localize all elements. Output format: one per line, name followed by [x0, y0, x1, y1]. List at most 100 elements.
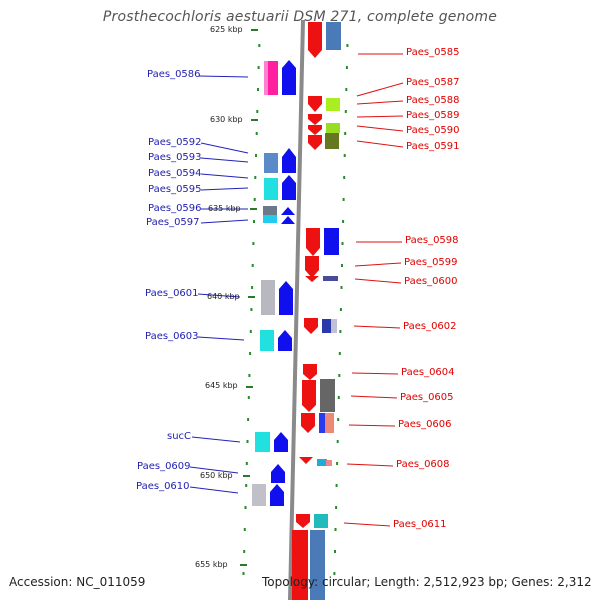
gene-paes-0604-arrow[interactable]	[303, 364, 317, 380]
gene-label-paes-0591[interactable]: Paes_0591	[406, 141, 460, 152]
gene-paes-0598-domain[interactable]	[324, 228, 339, 255]
gene-paes-0594-arrow[interactable]	[282, 175, 296, 200]
gene-paes-0598-arrow[interactable]	[306, 228, 320, 256]
gene-paes-0611-domain[interactable]	[314, 514, 328, 528]
guide-dot	[339, 330, 342, 333]
gene-paes-0592-arrow[interactable]	[282, 148, 296, 173]
gene-paes-0585-arrow[interactable]	[308, 22, 322, 58]
gene-paes-0600-arrow[interactable]	[305, 276, 319, 282]
gene-label-paes-0597[interactable]: Paes_0597	[146, 217, 200, 228]
gene-label-paes-0599[interactable]: Paes_0599	[404, 257, 458, 268]
guide-dot	[255, 132, 258, 135]
gene-label-paes-0588[interactable]: Paes_0588	[406, 95, 460, 106]
gene-label-paes-0598[interactable]: Paes_0598	[405, 235, 459, 246]
guide-dot	[336, 462, 339, 465]
guide-dot	[341, 264, 343, 267]
gene-label-paes-0593[interactable]: Paes_0593	[148, 152, 202, 163]
gene-label-paes-0596[interactable]: Paes_0596	[148, 203, 202, 214]
gene-paes-0599-arrow[interactable]	[305, 256, 319, 278]
guide-dot	[337, 418, 340, 421]
gene-label-paes-0610[interactable]: Paes_0610	[136, 481, 190, 492]
gene-label-paes-0601[interactable]: Paes_0601	[145, 288, 199, 299]
gene-paes-0585-domain[interactable]	[326, 22, 341, 50]
gene-paes-0586-arrow[interactable]	[282, 60, 296, 95]
guide-dot	[246, 440, 249, 443]
gene-paes-0591-arrow[interactable]	[308, 135, 322, 150]
gene-paes-0601-arrow[interactable]	[279, 281, 293, 315]
ruler-label-645: 645 kbp	[205, 381, 238, 390]
guide-dot	[249, 330, 252, 333]
gene-label-paes-0595[interactable]: Paes_0595	[148, 184, 202, 195]
gene-label-paes-0603[interactable]: Paes_0603	[145, 331, 199, 342]
guide-dot	[257, 66, 260, 69]
guide-dot	[339, 308, 342, 311]
topology-text: Topology: circular; Length: 2,512,923 bp…	[262, 575, 592, 589]
gene-paes-0605-domain[interactable]	[320, 379, 335, 412]
gene-label-succ[interactable]: sucC	[167, 431, 192, 442]
gene-paes-0610-arrow[interactable]	[270, 484, 284, 506]
gene-label-paes-0605[interactable]: Paes_0605	[400, 392, 454, 403]
guide-dot	[242, 572, 245, 575]
gene-label-paes-0611[interactable]: Paes_0611	[393, 519, 447, 530]
gene-paes-0605-arrow[interactable]	[302, 380, 316, 412]
gene-label-paes-0606[interactable]: Paes_0606	[398, 419, 452, 430]
gene-paes-0602-arrow[interactable]	[304, 318, 318, 334]
gene-label-paes-0586[interactable]: Paes_0586	[147, 69, 201, 80]
ruler-label-650: 650 kbp	[200, 471, 233, 480]
guide-dot	[253, 220, 255, 223]
gene-paes-0608-arrow[interactable]	[299, 457, 313, 464]
guide-dot	[341, 242, 344, 245]
gene-label-paes-0592[interactable]: Paes_0592	[148, 137, 202, 148]
gene-paes-0592-domain[interactable]	[264, 153, 278, 173]
gene-paes-0611-arrow[interactable]	[296, 514, 310, 528]
gene-paes-0596-arrow[interactable]	[281, 207, 295, 215]
gene-succ-arrow[interactable]	[274, 432, 288, 452]
guide-dot	[257, 88, 259, 91]
gene-paes-0606-arrow[interactable]	[301, 413, 315, 433]
guide-dot	[252, 242, 255, 245]
gene-label-paes-0590[interactable]: Paes_0590	[406, 125, 460, 136]
gene-paes-0594-domain[interactable]	[264, 178, 278, 200]
guide-tracks	[242, 44, 349, 575]
gene-paes-0596-domain[interactable]	[263, 206, 277, 215]
gene-label-paes-0604[interactable]: Paes_0604	[401, 367, 455, 378]
guide-dot	[340, 286, 343, 289]
gene-label-paes-0589[interactable]: Paes_0589	[406, 110, 460, 121]
gene-paes-0590-arrow[interactable]	[308, 125, 322, 135]
guide-dot	[247, 396, 250, 399]
gene-paes-0608-domain[interactable]	[317, 459, 327, 466]
gene-paes-0602-domain-2	[331, 319, 337, 333]
gene-paes-0600-domain[interactable]	[323, 276, 338, 281]
guide-dot	[344, 132, 347, 135]
gene-paes-0597-domain[interactable]	[263, 215, 277, 223]
guide-dot	[256, 110, 259, 113]
ruler-label-635: 635 kbp	[208, 204, 241, 213]
gene-label-paes-0594[interactable]: Paes_0594	[148, 168, 202, 179]
gene-paes-0610-domain[interactable]	[252, 484, 266, 506]
gene-paes-0603-arrow[interactable]	[278, 330, 292, 351]
gene-paes-0589-arrow[interactable]	[308, 114, 322, 125]
gene-paes-0601-domain[interactable]	[261, 280, 275, 315]
ruler-label-630: 630 kbp	[210, 115, 243, 124]
gene-label-paes-0585[interactable]: Paes_0585	[406, 47, 460, 58]
gene-label-paes-0608[interactable]: Paes_0608	[396, 459, 450, 470]
gene-label-paes-0600[interactable]: Paes_0600	[404, 276, 458, 287]
gene-paes-0588-domain[interactable]	[326, 98, 340, 111]
gene-label-paes-0587[interactable]: Paes_0587	[406, 77, 460, 88]
guide-dot	[250, 308, 253, 311]
gene-label-paes-0609[interactable]: Paes_0609	[137, 461, 191, 472]
guide-dot	[245, 484, 248, 487]
reverse-connectors	[343, 53, 404, 527]
gene-label-paes-0602[interactable]: Paes_0602	[403, 321, 457, 332]
reverse-genes	[292, 22, 341, 600]
guide-dot	[345, 88, 348, 91]
gene-paes-0603-domain[interactable]	[260, 330, 274, 351]
gene-paes-0609-arrow[interactable]	[271, 464, 285, 483]
gene-paes-0591-domain[interactable]	[325, 133, 339, 149]
gene-paes-0590-domain[interactable]	[326, 123, 340, 133]
guide-dot	[247, 418, 250, 421]
gene-paes-0587-arrow[interactable]	[308, 96, 322, 112]
gene-succ-domain[interactable]	[255, 432, 270, 452]
gene-paes-0597-arrow[interactable]	[281, 216, 295, 224]
